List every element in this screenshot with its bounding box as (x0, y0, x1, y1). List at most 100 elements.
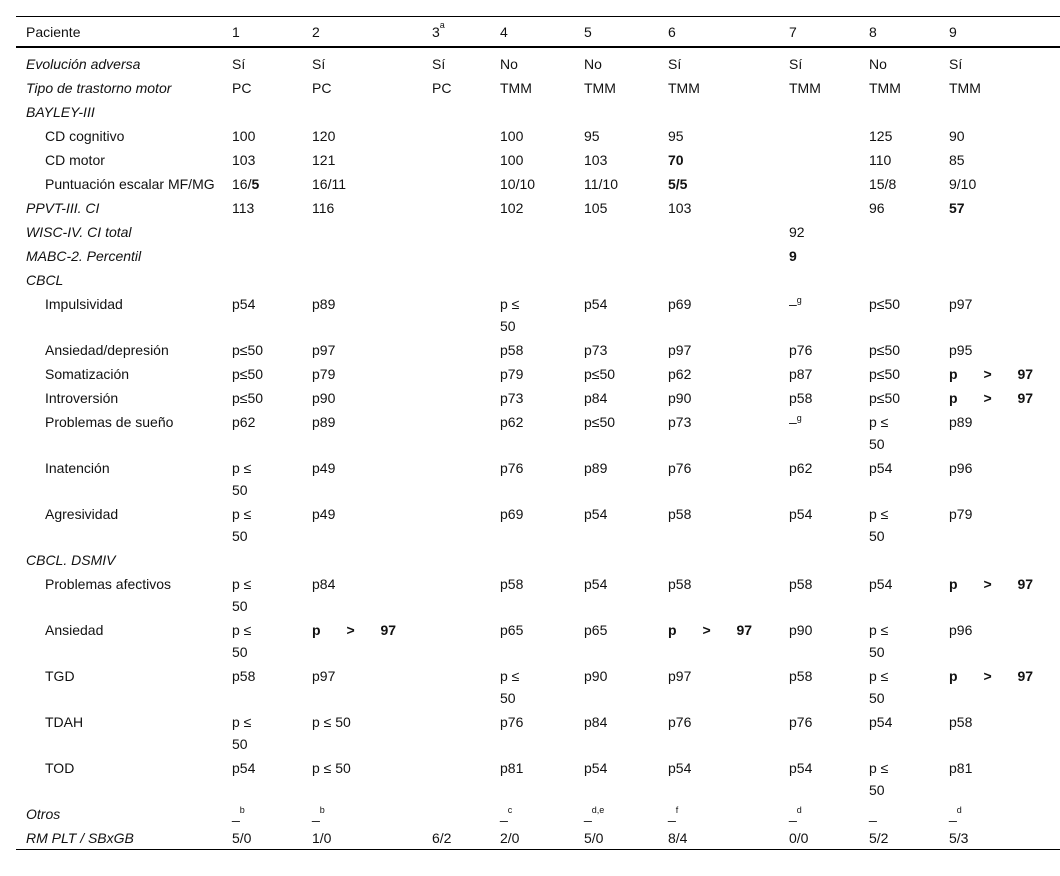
cell-text: 2 (312, 23, 320, 40)
cell-text: p ≤ 50 (869, 668, 889, 706)
cell-text: 113 (232, 200, 255, 216)
cell-text: p62 (232, 414, 256, 430)
cell-text: p58 (789, 668, 813, 684)
table-cell (658, 219, 779, 243)
table-cell: 6/2 (422, 825, 490, 850)
cell-text: p ≤ 50 (869, 622, 889, 660)
cell-text: 70 (668, 152, 684, 168)
table-cell: PC (422, 75, 490, 99)
table-row: BAYLEY-III (16, 99, 1060, 123)
row-label: Somatización (16, 361, 222, 385)
table-cell: 9 (779, 243, 859, 267)
cell-text: p≤50 (869, 296, 901, 312)
row-label-text: MABC-2. Percentil (26, 248, 142, 264)
header-cell: Paciente (16, 17, 222, 48)
table-cell: p ≤ 50 (859, 501, 939, 547)
cell-text: Sí (949, 56, 963, 72)
table-cell (422, 195, 490, 219)
row-label: TDAH (16, 709, 222, 755)
cell-text: p > 97 (312, 622, 397, 638)
table-cell: p > 97 (939, 385, 1060, 409)
table-row: TGD p58 p97 p ≤ 50 p90 p97 p58 p ≤ 50 p > 97 (16, 663, 1060, 709)
table-cell: 9/10 (939, 171, 1060, 195)
table-cell (302, 99, 422, 123)
cell-text: p ≤ 50 (232, 506, 252, 544)
cell-text: p54 (232, 760, 256, 776)
table-cell: 10/10 (490, 171, 574, 195)
cell-text: p54 (584, 760, 608, 776)
table-row: TOD p54 p ≤ 50 p81 p54 p54 p54 p ≤ 50 p81 (16, 755, 1060, 801)
row-label-text: Impulsividad (45, 296, 123, 312)
cell-text: p87 (789, 366, 813, 382)
header-cell: 8 (859, 17, 939, 48)
row-label-text: Evolución adversa (26, 56, 141, 72)
table-cell: 105 (574, 195, 658, 219)
table-cell: p ≤ 50 (222, 709, 302, 755)
row-label-text: Introversión (45, 390, 119, 406)
table-cell: 100 (490, 147, 574, 171)
cell-text: p58 (500, 342, 524, 358)
superscript: g (797, 413, 802, 423)
table-cell: p54 (859, 571, 939, 617)
cell-text: 10/10 (500, 176, 536, 192)
table-cell (859, 547, 939, 571)
table-cell (422, 291, 490, 337)
table-row: RM PLT / SBxGB 5/0 1/0 6/2 2/0 5/0 8/4 0/0 5/2 5/… (16, 825, 1060, 850)
table-cell (422, 171, 490, 195)
cell-text: p ≤ 50 (869, 760, 889, 798)
table-cell: p > 97 (939, 663, 1060, 709)
superscript: g (797, 295, 802, 305)
table-cell: p≤50 (859, 291, 939, 337)
cell-text: p54 (869, 576, 893, 592)
cell-text: 0/0 (789, 830, 809, 846)
cell-text: p84 (312, 576, 336, 592)
cell-text: p79 (949, 506, 973, 522)
cell-text: p≤50 (869, 342, 901, 358)
cell-text: p73 (500, 390, 524, 406)
footnote-mark: b (319, 805, 325, 815)
table-cell: TMM (859, 75, 939, 99)
table-cell: TMM (658, 75, 779, 99)
table-cell (658, 99, 779, 123)
cell-text: 96 (869, 200, 885, 216)
cell-text: p79 (312, 366, 336, 382)
table-cell: No (859, 47, 939, 75)
table-cell: TMM (490, 75, 574, 99)
table-cell (422, 361, 490, 385)
cell-text: 16/11 (312, 176, 346, 192)
table-cell (779, 547, 859, 571)
table-cell: p62 (490, 409, 574, 455)
footnote-mark: d (796, 805, 802, 815)
table-cell (422, 755, 490, 801)
row-label: Problemas afectivos (16, 571, 222, 617)
table-cell: p76 (658, 709, 779, 755)
cell-text: p≤50 (584, 366, 616, 382)
table-cell: 103 (574, 147, 658, 171)
cell-text: p54 (584, 576, 608, 592)
table-cell (859, 99, 939, 123)
table-cell: p54 (574, 755, 658, 801)
table-cell (490, 219, 574, 243)
cell-text: 110 (869, 152, 892, 168)
table-cell (422, 663, 490, 709)
cell-text: p58 (789, 576, 813, 592)
cell-text: p ≤ 50 (232, 622, 252, 660)
cell-text: 16/ (232, 176, 252, 192)
row-label-text: Ansiedad/depresión (45, 342, 169, 358)
table-cell (779, 267, 859, 291)
table-cell (859, 243, 939, 267)
cell-text: p62 (668, 366, 692, 382)
cell-text: Sí (789, 56, 803, 72)
cell-text: 9 (789, 248, 797, 264)
table-cell: p58 (222, 663, 302, 709)
row-label-text: Otros (26, 806, 61, 822)
row-label: CD motor (16, 147, 222, 171)
table-cell: p54 (658, 755, 779, 801)
table-cell: p76 (779, 709, 859, 755)
table-cell: p84 (574, 709, 658, 755)
cell-text: No (584, 56, 602, 72)
cell-text: p69 (500, 506, 524, 522)
table-cell: p ≤ 50 (490, 663, 574, 709)
table-row: Ansiedad p ≤ 50 p > 97 p65 p65 p > 97 p90 p ≤ 5… (16, 617, 1060, 663)
table-cell: p58 (658, 501, 779, 547)
